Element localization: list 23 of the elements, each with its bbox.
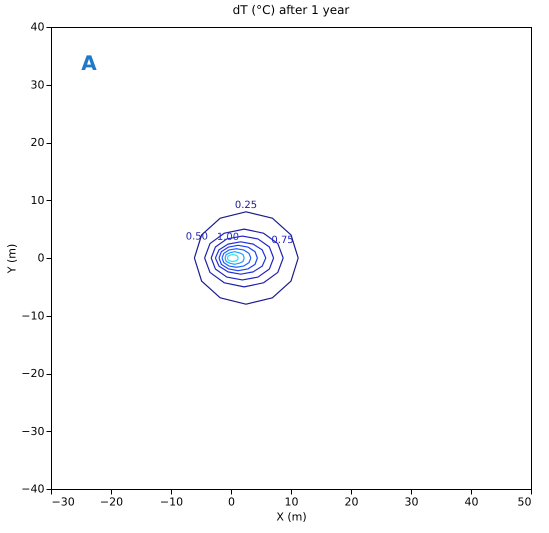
x-tick-label: −30 — [52, 496, 75, 508]
x-tick-label: −20 — [100, 496, 124, 508]
annotation: A — [81, 51, 98, 75]
series-label: 0.25 — [234, 200, 258, 211]
y-tick-label: 30 — [30, 78, 44, 92]
y-axis-title: Y (m) — [5, 244, 18, 274]
x-tick-label: 10 — [284, 496, 298, 508]
x-tick-label: 40 — [464, 496, 478, 508]
y-tick-label: −10 — [21, 309, 44, 322]
x-tick-label: −10 — [160, 496, 184, 508]
y-tick-label: 40 — [30, 20, 44, 34]
x-tick-label: 20 — [344, 496, 358, 508]
x-tick-label: 30 — [404, 496, 418, 508]
chart-title: dT (°C) after 1 year — [232, 3, 350, 17]
y-tick-label: 10 — [30, 194, 44, 207]
x-tick-label: 50 — [518, 496, 532, 508]
y-tick-label: −40 — [21, 482, 44, 496]
y-tick-label: −20 — [21, 367, 44, 380]
x-tick-label: 0 — [228, 496, 235, 508]
y-tick-label: 0 — [38, 252, 44, 264]
x-axis-title: X (m) — [276, 510, 307, 524]
y-tick-label: 20 — [30, 136, 44, 149]
y-tick-label: −30 — [21, 424, 44, 438]
